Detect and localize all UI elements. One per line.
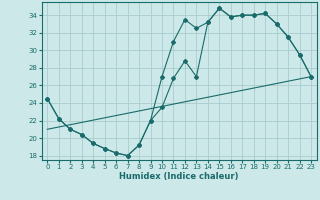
X-axis label: Humidex (Indice chaleur): Humidex (Indice chaleur) — [119, 172, 239, 181]
